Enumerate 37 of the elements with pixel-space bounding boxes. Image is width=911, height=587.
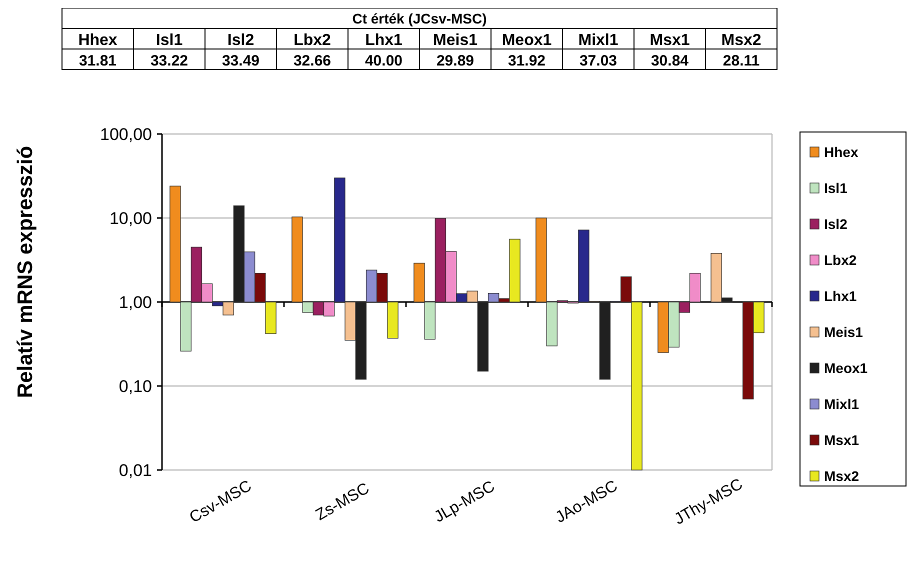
text: 28.11 xyxy=(722,52,760,70)
legend-label: Lbx2 xyxy=(824,252,857,268)
y-axis-title: Relatív mRNS expresszió xyxy=(14,146,37,398)
text: Isl1 xyxy=(156,32,183,49)
legend-label: Meox1 xyxy=(824,360,868,376)
text: Msx1 xyxy=(650,32,690,49)
legend-label: Msx2 xyxy=(824,468,860,484)
text: 40.00 xyxy=(364,52,403,70)
text: Msx2 xyxy=(721,32,762,49)
legend-label: Meis1 xyxy=(824,324,864,340)
text: Meis1 xyxy=(433,32,478,49)
text: Mixl1 xyxy=(578,32,618,49)
y-tick-label: 100,00 xyxy=(100,125,152,144)
y-tick-label: 0,01 xyxy=(118,461,152,480)
text: 30.84 xyxy=(650,52,690,70)
legend-label: Lhx1 xyxy=(824,288,857,304)
legend-label: Isl1 xyxy=(824,180,848,196)
text: 31.81 xyxy=(78,52,117,70)
y-tick-label: 10,00 xyxy=(109,209,152,228)
legend-label: Mixl1 xyxy=(824,396,860,412)
text: 32.66 xyxy=(293,52,332,70)
text: Meox1 xyxy=(502,32,552,49)
text: Isl2 xyxy=(227,32,254,49)
legend-label: Msx1 xyxy=(824,432,860,448)
legend-label: Isl2 xyxy=(824,216,848,232)
text: Lhx1 xyxy=(365,32,402,49)
text: Lbx2 xyxy=(294,32,331,49)
text: 31.92 xyxy=(508,52,546,70)
y-tick-label: 0,10 xyxy=(118,377,152,396)
legend-label: Hhex xyxy=(824,144,858,160)
text: 33.49 xyxy=(222,52,260,70)
text: 29.89 xyxy=(436,52,474,70)
text: Ct érték (JCsv-MSC) xyxy=(352,10,487,26)
text: 33.22 xyxy=(150,52,188,70)
y-tick-label: 1,00 xyxy=(118,293,152,312)
text: Hhex xyxy=(78,32,118,49)
text: 37.03 xyxy=(579,52,618,70)
